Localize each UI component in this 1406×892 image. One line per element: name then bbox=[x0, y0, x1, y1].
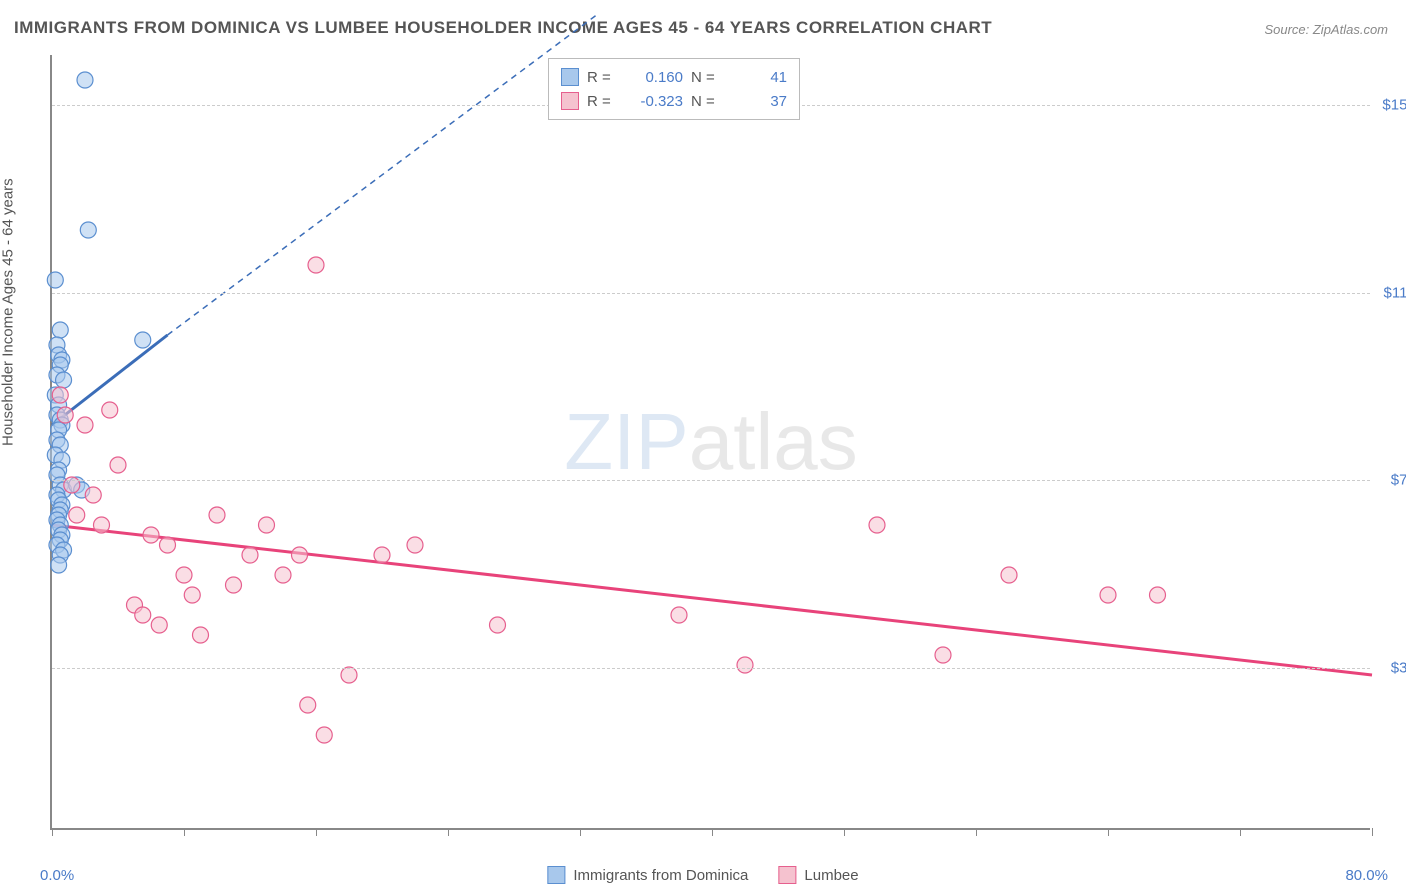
x-axis-max-label: 80.0% bbox=[1345, 867, 1388, 884]
series-legend: Immigrants from Dominica Lumbee bbox=[547, 866, 858, 884]
point-lumbee bbox=[143, 527, 159, 543]
legend-r-label-0: R = bbox=[587, 69, 615, 86]
point-dominica bbox=[51, 557, 67, 573]
series-name-1: Lumbee bbox=[804, 867, 858, 884]
point-dominica bbox=[135, 332, 151, 348]
point-lumbee bbox=[308, 257, 324, 273]
gridline-h bbox=[52, 668, 1370, 669]
point-lumbee bbox=[85, 487, 101, 503]
point-lumbee bbox=[935, 647, 951, 663]
point-lumbee bbox=[671, 607, 687, 623]
x-tick bbox=[1240, 828, 1241, 836]
x-tick bbox=[844, 828, 845, 836]
point-lumbee bbox=[193, 627, 209, 643]
legend-swatch-1 bbox=[561, 92, 579, 110]
point-lumbee bbox=[102, 402, 118, 418]
point-dominica bbox=[47, 272, 63, 288]
point-lumbee bbox=[300, 697, 316, 713]
point-lumbee bbox=[292, 547, 308, 563]
x-tick bbox=[316, 828, 317, 836]
x-axis-min-label: 0.0% bbox=[40, 867, 74, 884]
x-tick bbox=[52, 828, 53, 836]
correlation-legend: R = 0.160 N = 41 R = -0.323 N = 37 bbox=[548, 58, 800, 120]
trendline-dominica-dash bbox=[168, 15, 597, 335]
point-lumbee bbox=[69, 507, 85, 523]
point-lumbee bbox=[374, 547, 390, 563]
point-lumbee bbox=[407, 537, 423, 553]
y-axis-label: Householder Income Ages 45 - 64 years bbox=[0, 178, 17, 446]
y-tick-label: $75,000 bbox=[1375, 472, 1406, 489]
point-lumbee bbox=[77, 417, 93, 433]
legend-n-label-0: N = bbox=[691, 69, 719, 86]
point-lumbee bbox=[94, 517, 110, 533]
point-lumbee bbox=[341, 667, 357, 683]
point-lumbee bbox=[275, 567, 291, 583]
point-lumbee bbox=[52, 387, 68, 403]
point-lumbee bbox=[1100, 587, 1116, 603]
x-tick bbox=[1372, 828, 1373, 836]
legend-n-label-1: N = bbox=[691, 93, 719, 110]
series-swatch-0 bbox=[547, 866, 565, 884]
series-legend-item-0: Immigrants from Dominica bbox=[547, 866, 748, 884]
point-lumbee bbox=[57, 407, 73, 423]
legend-r-value-1: -0.323 bbox=[623, 93, 683, 110]
legend-row-0: R = 0.160 N = 41 bbox=[561, 65, 787, 89]
series-legend-item-1: Lumbee bbox=[778, 866, 858, 884]
point-lumbee bbox=[226, 577, 242, 593]
point-lumbee bbox=[135, 607, 151, 623]
y-tick-label: $150,000 bbox=[1375, 97, 1406, 114]
point-lumbee bbox=[737, 657, 753, 673]
legend-n-value-0: 41 bbox=[727, 69, 787, 86]
plot-area: ZIPatlas $37,500$75,000$112,500$150,000 bbox=[50, 55, 1370, 830]
point-lumbee bbox=[1001, 567, 1017, 583]
point-lumbee bbox=[151, 617, 167, 633]
point-dominica bbox=[56, 372, 72, 388]
x-tick bbox=[1108, 828, 1109, 836]
x-tick bbox=[184, 828, 185, 836]
point-lumbee bbox=[209, 507, 225, 523]
point-lumbee bbox=[160, 537, 176, 553]
point-dominica bbox=[77, 72, 93, 88]
chart-svg bbox=[52, 55, 1370, 828]
x-tick bbox=[448, 828, 449, 836]
legend-r-label-1: R = bbox=[587, 93, 615, 110]
y-tick-label: $112,500 bbox=[1375, 284, 1406, 301]
x-tick bbox=[976, 828, 977, 836]
chart-title: IMMIGRANTS FROM DOMINICA VS LUMBEE HOUSE… bbox=[14, 18, 992, 38]
legend-row-1: R = -0.323 N = 37 bbox=[561, 89, 787, 113]
point-lumbee bbox=[242, 547, 258, 563]
x-tick bbox=[712, 828, 713, 836]
series-swatch-1 bbox=[778, 866, 796, 884]
point-lumbee bbox=[110, 457, 126, 473]
gridline-h bbox=[52, 293, 1370, 294]
source-attribution: Source: ZipAtlas.com bbox=[1264, 22, 1388, 37]
legend-n-value-1: 37 bbox=[727, 93, 787, 110]
point-dominica bbox=[80, 222, 96, 238]
legend-swatch-0 bbox=[561, 68, 579, 86]
point-lumbee bbox=[259, 517, 275, 533]
point-lumbee bbox=[869, 517, 885, 533]
legend-r-value-0: 0.160 bbox=[623, 69, 683, 86]
series-name-0: Immigrants from Dominica bbox=[573, 867, 748, 884]
x-tick bbox=[580, 828, 581, 836]
point-lumbee bbox=[1150, 587, 1166, 603]
point-lumbee bbox=[490, 617, 506, 633]
gridline-h bbox=[52, 480, 1370, 481]
y-tick-label: $37,500 bbox=[1375, 659, 1406, 676]
point-lumbee bbox=[316, 727, 332, 743]
point-lumbee bbox=[176, 567, 192, 583]
point-dominica bbox=[52, 322, 68, 338]
point-lumbee bbox=[184, 587, 200, 603]
